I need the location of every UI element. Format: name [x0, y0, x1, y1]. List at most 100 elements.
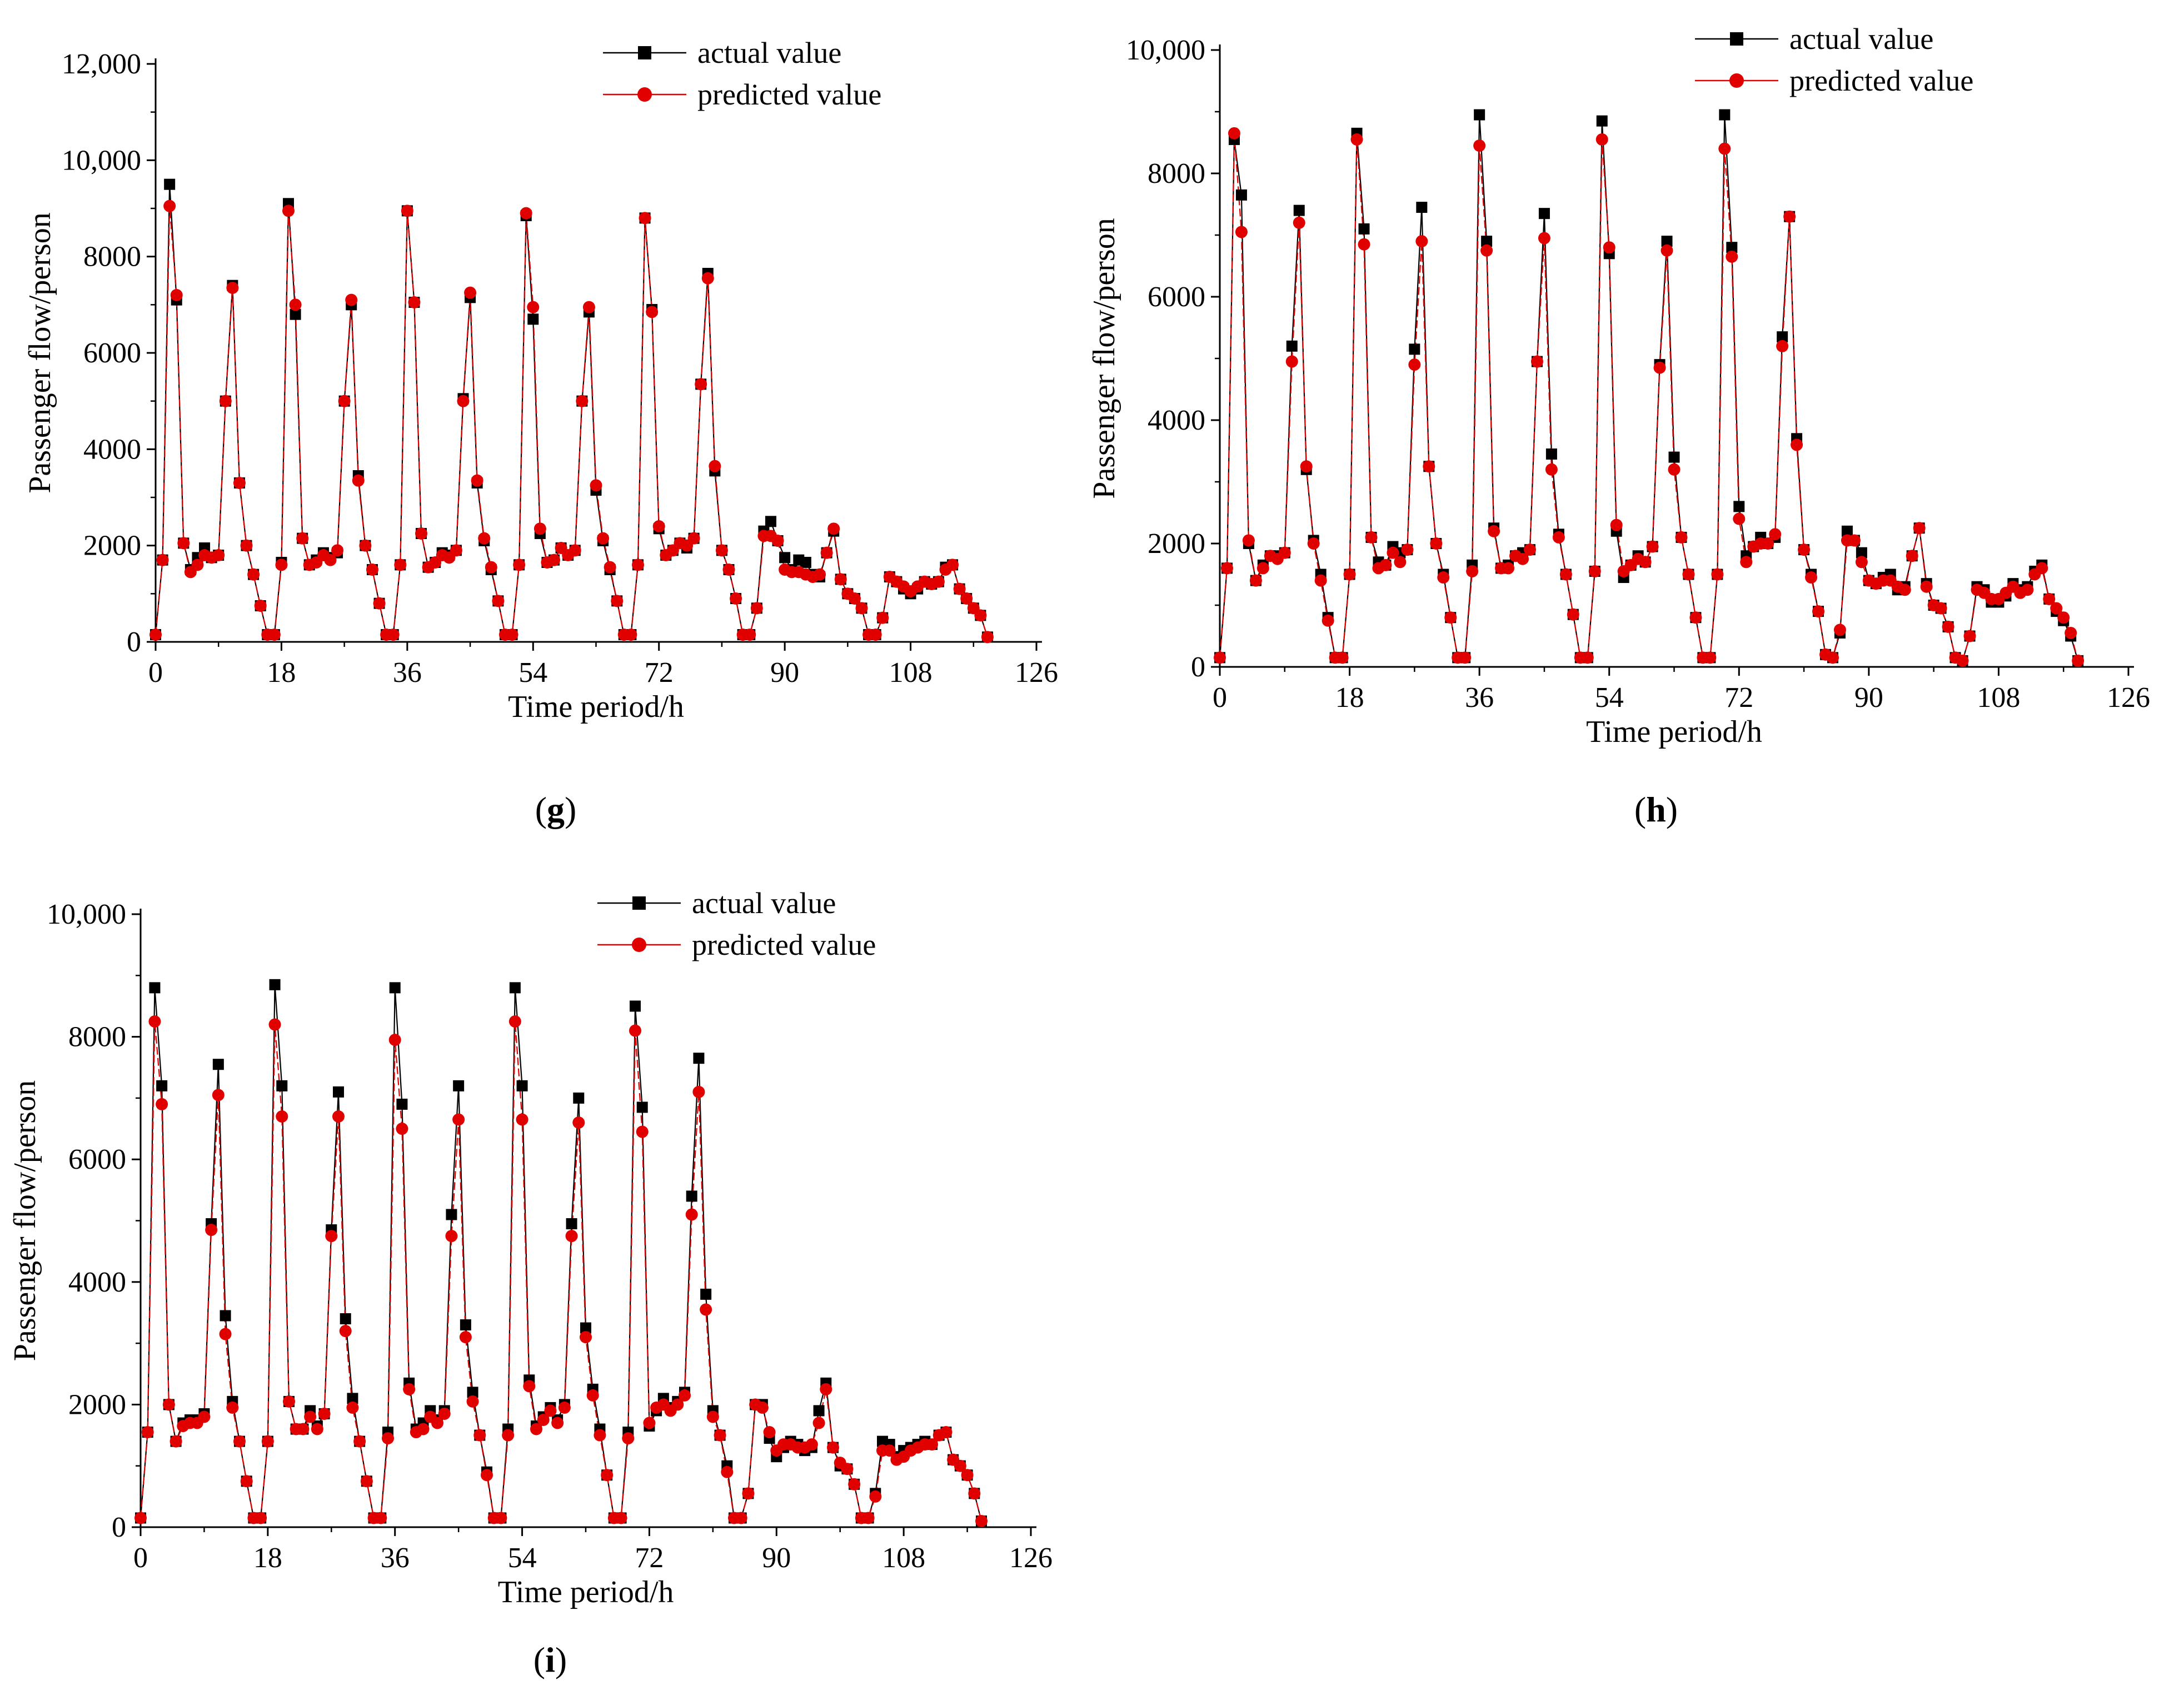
predicted-point: [1459, 651, 1472, 664]
predicted-point: [756, 1401, 769, 1414]
predicted-point: [1762, 537, 1774, 550]
actual-point: [700, 1288, 712, 1300]
actual-point: [1481, 236, 1493, 247]
predicted-point: [268, 629, 281, 641]
predicted-point: [1675, 531, 1688, 544]
predicted-point: [715, 544, 728, 557]
predicted-point: [820, 1383, 832, 1395]
predicted-point: [701, 272, 714, 285]
actual-point: [1777, 331, 1788, 343]
predicted-point: [1848, 534, 1861, 547]
predicted-point: [883, 1444, 896, 1457]
predicted-point: [169, 1435, 182, 1448]
y-tick-label: 0: [1191, 651, 1205, 683]
predicted-point: [601, 1469, 614, 1482]
actual-point: [460, 1319, 471, 1331]
predicted-point: [1942, 620, 1954, 633]
predicted-point: [1517, 552, 1529, 565]
predicted-point: [2021, 584, 2034, 596]
predicted-point: [339, 1325, 352, 1338]
legend-predicted-marker: [637, 87, 652, 102]
actual-point: [1358, 223, 1370, 235]
predicted-point: [940, 1426, 953, 1439]
x-tick-label: 126: [1015, 657, 1058, 689]
predicted-point: [1855, 556, 1868, 569]
legend-predicted-label: predicted value: [692, 928, 876, 961]
predicted-point: [464, 286, 477, 299]
predicted-point: [820, 546, 833, 559]
predicted-point: [629, 1024, 641, 1037]
actual-point: [389, 982, 401, 994]
legend-predicted-marker: [1729, 73, 1744, 88]
predicted-point: [1214, 651, 1226, 664]
predicted-point: [396, 1123, 408, 1135]
actual-point: [446, 1209, 457, 1220]
legend-actual-marker: [632, 896, 646, 910]
predicted-point: [1718, 142, 1731, 155]
predicted-point: [289, 298, 302, 311]
predicted-point: [1812, 605, 1825, 618]
actual-point: [516, 1080, 528, 1091]
predicted-point: [478, 532, 491, 545]
x-axis-label: Time period/h: [508, 690, 684, 724]
predicted-point: [226, 282, 239, 294]
predicted-point: [652, 520, 665, 532]
x-tick-label: 54: [518, 657, 547, 689]
predicted-point: [960, 592, 973, 605]
predicted-point: [615, 1512, 627, 1524]
predicted-point: [827, 1441, 839, 1454]
actual-point: [453, 1080, 465, 1091]
x-tick-label: 108: [882, 1542, 925, 1574]
predicted-point: [1653, 361, 1666, 374]
x-tick-label: 72: [1724, 682, 1753, 714]
predicted-point: [722, 564, 735, 576]
predicted-point: [2043, 592, 2056, 605]
predicted-point: [582, 301, 595, 313]
predicted-point: [1523, 544, 1536, 556]
predicted-point: [1538, 232, 1550, 245]
predicted-point: [375, 1512, 387, 1524]
predicted-point: [282, 205, 295, 217]
chart-panel-g: 0 2000 4000 6000 8000 10,000 12,000 0 18 36 54 72 90…: [23, 36, 1058, 724]
x-tick-label: 126: [1009, 1542, 1053, 1574]
actual-point: [1668, 451, 1680, 463]
predicted-point: [1365, 531, 1378, 544]
predicted-point: [1228, 127, 1240, 139]
predicted-point: [401, 205, 413, 217]
predicted-point: [466, 1395, 479, 1408]
predicted-point: [834, 573, 847, 586]
predicted-point: [2065, 626, 2077, 639]
predicted-point: [492, 595, 505, 607]
actual-point: [580, 1322, 591, 1334]
predicted-point: [1444, 611, 1457, 624]
actual-point: [276, 1080, 288, 1091]
predicted-point: [360, 1475, 373, 1488]
actual-point: [1596, 115, 1608, 127]
x-tick-label: 0: [1213, 682, 1227, 714]
predicted-point: [156, 554, 169, 566]
predicted-point: [926, 1438, 938, 1451]
predicted-point: [219, 1328, 232, 1340]
actual-point: [1538, 208, 1550, 220]
predicted-point: [283, 1395, 295, 1408]
predicted-point: [1776, 340, 1789, 352]
predicted-point: [1769, 528, 1782, 541]
panel-label-i: (i): [533, 1640, 567, 1679]
predicted-point: [1408, 358, 1421, 371]
predicted-point: [459, 1331, 472, 1344]
predicted-point: [827, 522, 840, 535]
predicted-point: [968, 1487, 981, 1500]
predicted-point: [240, 539, 253, 552]
predicted-point: [671, 1398, 684, 1411]
predicted-point: [205, 1224, 218, 1237]
predicted-point: [622, 1432, 635, 1445]
predicted-point: [520, 207, 532, 220]
chart-panel-h: 0 2000 4000 6000 8000 10,000 0 18 36 54 72 90 108 126…: [1087, 22, 2150, 749]
predicted-point: [981, 631, 994, 644]
predicted-point: [1358, 238, 1370, 251]
predicted-point: [631, 559, 644, 571]
y-tick-label: 6000: [1148, 281, 1205, 313]
predicted-point: [255, 1512, 267, 1524]
x-axis-label: Time period/h: [498, 1575, 674, 1609]
predicted-point: [382, 1432, 394, 1445]
